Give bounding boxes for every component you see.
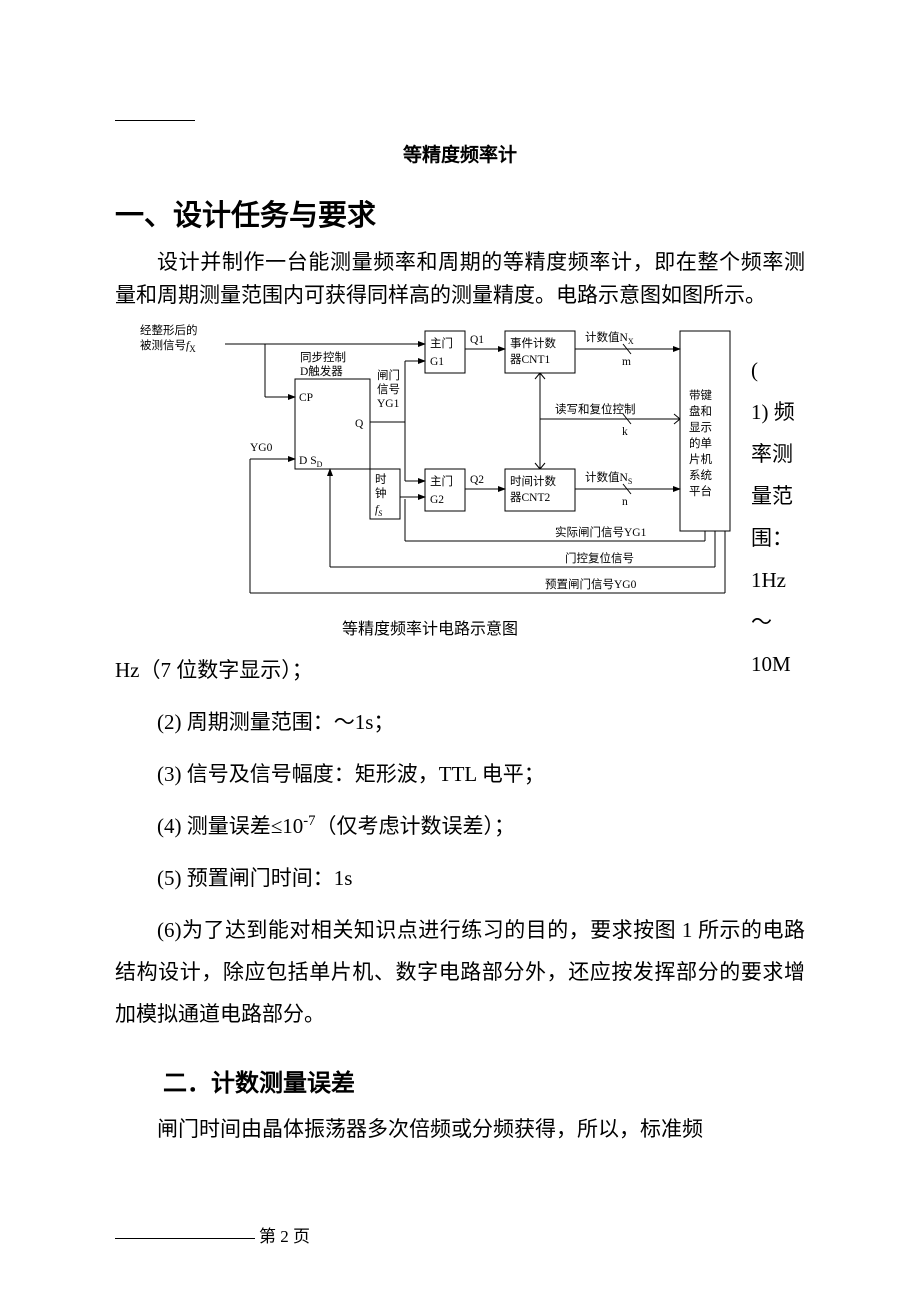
diag-preset-gate: 预置闸门信号YG0 bbox=[545, 577, 637, 591]
diag-mcu-3: 显示 bbox=[689, 421, 712, 434]
diag-cp: CP bbox=[299, 392, 313, 404]
diag-q1: Q1 bbox=[470, 334, 484, 346]
diag-rwreset: 读写和复位控制 bbox=[555, 402, 636, 416]
req1-r2: 1) 频 bbox=[751, 391, 805, 433]
diag-clk-2: 钟 bbox=[375, 486, 387, 500]
req1-r4: 量范 bbox=[751, 475, 805, 517]
req-5: (5) 预置闸门时间：1s bbox=[115, 857, 805, 899]
diag-input-label-1: 经整形后的 bbox=[140, 323, 198, 337]
req-6: (6)为了达到能对相关知识点进行练习的目的，要求按图 1 所示的电路结构设计，除… bbox=[115, 909, 805, 1035]
diag-mcu-4: 的单 bbox=[689, 436, 712, 450]
req1-r5: 围： bbox=[751, 517, 805, 559]
diag-q2: Q2 bbox=[470, 474, 484, 486]
diag-nx: 计数值NX bbox=[585, 330, 634, 346]
req1-r6: 1Hz～ bbox=[751, 559, 805, 643]
req1-r1: ( bbox=[751, 349, 805, 391]
req-2: (2) 周期测量范围：～1s； bbox=[115, 701, 805, 743]
req4-sup: -7 bbox=[303, 813, 315, 829]
diag-cnt1-1: 事件计数 bbox=[510, 336, 556, 350]
diag-maingate-2: 主门 bbox=[430, 474, 453, 488]
diagram-caption: 等精度频率计电路示意图 bbox=[115, 615, 745, 639]
diag-gate-3: YG1 bbox=[377, 398, 400, 410]
diag-m: m bbox=[622, 356, 631, 368]
diag-g1: G1 bbox=[430, 356, 444, 368]
req1-tail: Hz（7 位数字显示）； bbox=[115, 649, 805, 691]
section-2-para: 闸门时间由晶体振荡器多次倍频或分频获得，所以，标准频 bbox=[115, 1108, 805, 1150]
section-2-heading: 二．计数测量误差 bbox=[115, 1063, 805, 1098]
diag-fs: fS bbox=[375, 504, 382, 518]
page-footer: 第 2 页 bbox=[115, 1222, 310, 1247]
diag-d: D SD bbox=[299, 455, 323, 469]
diag-n: n bbox=[622, 496, 628, 508]
diag-input-label-2: 被测信号fX bbox=[140, 339, 196, 354]
intro-paragraph: 设计并制作一台能测量频率和周期的等精度频率计，即在整个频率测量和周期测量范围内可… bbox=[115, 246, 805, 311]
req-4: (4) 测量误差≤10-7（仅考虑计数误差）； bbox=[115, 805, 805, 847]
diag-mcu-2: 盘和 bbox=[689, 404, 712, 418]
req1-right-wrap: ( 1) 频 率测 量范 围： 1Hz～ 10M bbox=[751, 349, 805, 685]
req4-b: （仅考虑计数误差）； bbox=[316, 814, 516, 838]
footer-rule bbox=[115, 1238, 255, 1239]
diag-clk-1: 时 bbox=[375, 473, 387, 486]
diag-gate-2: 信号 bbox=[377, 383, 400, 396]
circuit-diagram: 经整形后的 被测信号fX 同步控制 D触发器 CP Q D SD 闸门 信号 Y… bbox=[135, 319, 755, 609]
diag-q: Q bbox=[355, 418, 364, 430]
diag-yg0: YG0 bbox=[250, 442, 273, 454]
diag-sync-1: 同步控制 bbox=[300, 350, 346, 364]
req4-a: (4) 测量误差≤10 bbox=[157, 814, 303, 838]
diagram-container: 经整形后的 被测信号fX 同步控制 D触发器 CP Q D SD 闸门 信号 Y… bbox=[115, 319, 805, 639]
diag-gate-reset: 门控复位信号 bbox=[565, 551, 634, 565]
doc-title: 等精度频率计 bbox=[115, 140, 805, 167]
diag-mcu-5: 片机 bbox=[689, 452, 712, 466]
req1-r3: 率测 bbox=[751, 433, 805, 475]
diag-cnt1-2: 器CNT1 bbox=[510, 353, 550, 366]
diag-mcu-1: 带键 bbox=[689, 388, 712, 402]
diag-g2: G2 bbox=[430, 494, 444, 506]
page-number: 第 2 页 bbox=[259, 1227, 310, 1246]
diag-mcu-7: 平台 bbox=[689, 484, 712, 498]
req-3: (3) 信号及信号幅度：矩形波，TTL 电平； bbox=[115, 753, 805, 795]
section-1-heading: 一、设计任务与要求 bbox=[115, 192, 805, 234]
diag-actual-gate: 实际闸门信号YG1 bbox=[555, 525, 647, 539]
diag-cnt2-2: 器CNT2 bbox=[510, 491, 550, 504]
header-rule bbox=[115, 120, 195, 121]
diag-ns: 计数值NS bbox=[585, 470, 632, 486]
diag-mcu-6: 系统 bbox=[689, 469, 712, 482]
diag-cnt2-1: 时间计数 bbox=[510, 474, 556, 488]
req1-r7: 10M bbox=[751, 643, 805, 685]
diag-maingate-1: 主门 bbox=[430, 336, 453, 350]
diag-sync-2: D触发器 bbox=[300, 364, 343, 378]
diag-gate-1: 闸门 bbox=[377, 368, 400, 382]
diag-k: k bbox=[622, 426, 628, 438]
